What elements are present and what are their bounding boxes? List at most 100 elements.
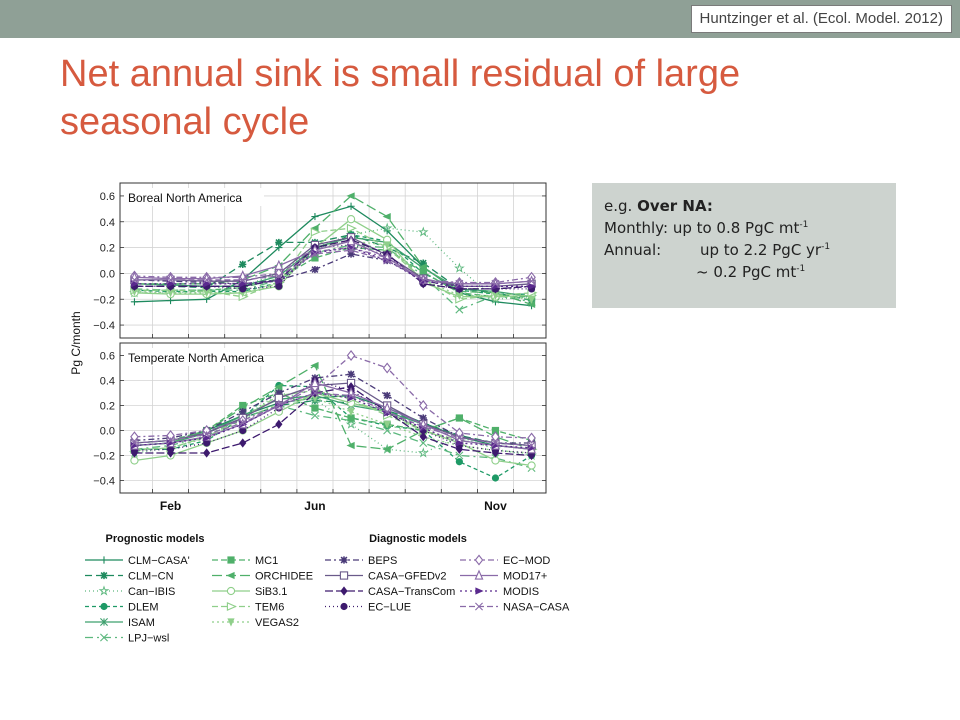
legend-marker xyxy=(475,587,484,595)
data-point xyxy=(527,295,536,304)
data-point xyxy=(347,391,356,400)
legend-group-title: Diagnostic models xyxy=(369,533,467,545)
legend-marker xyxy=(226,586,236,596)
legend-entry-mod17: MOD17+ xyxy=(460,569,547,583)
data-point xyxy=(527,282,537,290)
note-approx-value: ~ 0.2 PgC mt xyxy=(696,263,797,281)
y-tick-label: −0.4 xyxy=(93,320,115,332)
data-point xyxy=(455,458,463,466)
data-point xyxy=(455,434,464,442)
legend-group-title: Prognostic models xyxy=(105,533,204,545)
legend-entry-isam: ISAM xyxy=(85,617,155,629)
data-point xyxy=(202,275,211,284)
note-approx-exp: -1 xyxy=(796,264,806,274)
data-point xyxy=(274,383,283,391)
series-line xyxy=(134,382,532,450)
data-point xyxy=(166,289,175,298)
data-point xyxy=(419,259,427,267)
series-line xyxy=(134,364,532,450)
legend-label: Can−IBIS xyxy=(128,586,175,598)
data-point xyxy=(310,361,319,370)
data-point xyxy=(311,212,319,221)
data-point xyxy=(455,439,464,447)
data-point xyxy=(130,298,139,306)
data-point xyxy=(381,222,393,233)
data-point xyxy=(419,432,427,442)
data-point xyxy=(203,289,211,298)
data-point xyxy=(418,400,428,411)
data-point xyxy=(347,246,356,255)
data-point xyxy=(455,279,464,288)
y-tick-label: 0.6 xyxy=(100,351,115,363)
note-annual-label: Annual: xyxy=(604,241,662,259)
legend-label: DLEM xyxy=(128,602,159,614)
series-line xyxy=(134,382,532,447)
y-tick-label: 0.2 xyxy=(100,243,115,255)
legend-entry-modis: MODIS xyxy=(460,586,539,598)
data-point xyxy=(275,277,284,285)
legend-label: CLM−CN xyxy=(128,571,174,583)
legend-entry-casa-transcom: CASA−TransCom xyxy=(325,586,455,598)
legend-label: EC−LUE xyxy=(368,602,411,614)
data-point xyxy=(239,260,247,268)
note-monthly-label: Monthly: xyxy=(604,219,669,237)
note-heading-line: e.g. Over NA: xyxy=(604,195,884,217)
data-point xyxy=(347,408,355,417)
data-point xyxy=(347,414,355,422)
legend-label: NASA−CASA xyxy=(503,602,570,614)
legend-entry-ec-lue: EC−LUE xyxy=(325,602,411,614)
seasonal-cycle-figure: 0.6 0.4 0.2 0.0 −0.2 −0.4 Boreal North America… xyxy=(60,178,590,648)
data-point xyxy=(419,414,427,422)
data-point xyxy=(311,254,319,262)
legend-label: ISAM xyxy=(128,617,155,629)
data-point xyxy=(203,448,211,458)
data-point xyxy=(346,235,356,246)
note-heading: Over NA: xyxy=(637,197,713,215)
data-point xyxy=(383,256,392,265)
legend-marker xyxy=(100,618,108,626)
legend-label: EC−MOD xyxy=(503,555,550,567)
legend-marker xyxy=(98,585,110,596)
legend: Prognostic models CLM−CASA' CLM−CN Can−IBIS… xyxy=(85,533,570,645)
note-monthly-exp: -1 xyxy=(799,220,809,230)
legend-entry-ec-mod: EC−MOD xyxy=(460,554,550,567)
legend-entry-sib3-1: SiB3.1 xyxy=(212,586,287,598)
y-tick-label: −0.4 xyxy=(93,476,115,488)
legend-label: LPJ−wsl xyxy=(128,633,169,645)
data-point xyxy=(310,227,321,237)
data-point xyxy=(238,275,247,284)
data-point xyxy=(275,238,283,247)
data-point xyxy=(347,394,356,402)
legend-marker xyxy=(100,556,108,564)
legend-marker xyxy=(340,556,348,564)
series-line xyxy=(134,246,532,298)
panel-boreal-north-america: 0.6 0.4 0.2 0.0 −0.2 −0.4 Boreal North America xyxy=(93,182,547,339)
data-point xyxy=(310,389,319,397)
data-point xyxy=(527,461,536,470)
data-point xyxy=(419,275,428,284)
data-point xyxy=(491,291,500,300)
legend-marker xyxy=(227,618,235,627)
y-axis-label: Pg C/month xyxy=(69,311,83,374)
legend-label: CASA−GFEDv2 xyxy=(368,571,447,583)
series-line xyxy=(134,218,532,298)
legend-label: MC1 xyxy=(255,555,278,567)
legend-label: TEM6 xyxy=(255,602,284,614)
data-point xyxy=(383,420,391,429)
data-point xyxy=(491,279,500,288)
chart-svg: 0.6 0.4 0.2 0.0 −0.2 −0.4 Boreal North America… xyxy=(69,182,570,645)
legend-label: SiB3.1 xyxy=(255,586,287,598)
legend-label: CLM−CASA' xyxy=(128,555,190,567)
data-point xyxy=(311,265,319,274)
panel-temperate-north-america: 0.6 0.4 0.2 0.0 −0.2 −0.4 Temperate North Amer… xyxy=(93,342,547,494)
y-tick-label: −0.2 xyxy=(93,451,115,463)
series-line xyxy=(134,354,532,439)
legend-marker xyxy=(227,556,235,564)
data-point xyxy=(311,404,319,412)
legend-label: MODIS xyxy=(503,586,539,598)
panel-title-bg xyxy=(124,348,264,366)
data-point xyxy=(418,263,427,271)
data-point xyxy=(491,456,500,465)
legend-marker xyxy=(100,602,108,611)
data-point xyxy=(526,300,536,309)
